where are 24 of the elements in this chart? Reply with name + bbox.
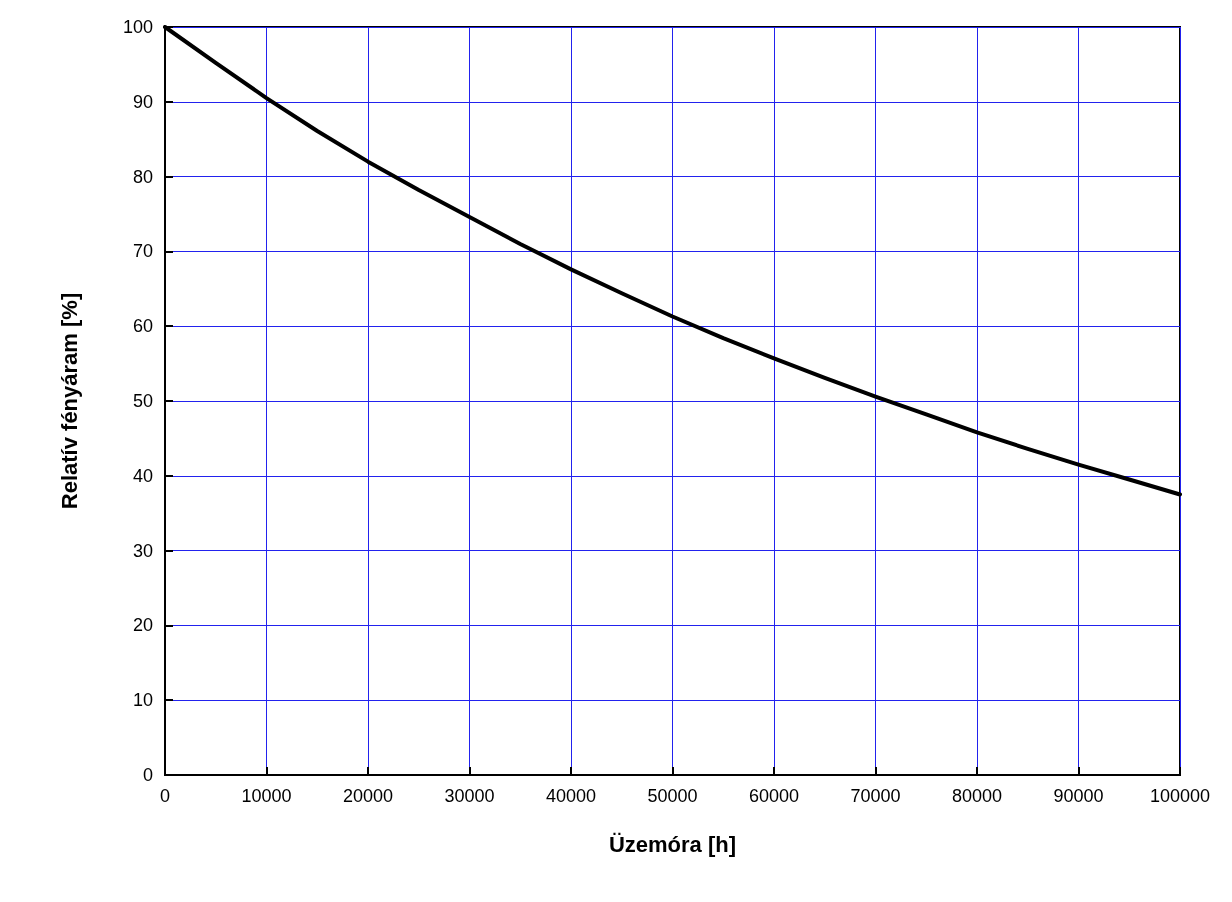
y-tick-label: 100 — [122, 17, 153, 37]
y-tick-label: 80 — [132, 166, 153, 187]
x-tick-label: 100000 — [1149, 786, 1211, 806]
x-tick-label: 60000 — [748, 786, 800, 806]
x-tick-label: 50000 — [647, 786, 698, 806]
y-axis-title: Relatív fényáram [%] — [56, 292, 82, 510]
x-tick-label: 30000 — [444, 786, 495, 806]
y-tick-label: 0 — [142, 765, 153, 785]
y-tick-label: 10 — [132, 690, 153, 711]
x-axis-title: Üzemóra [h] — [608, 831, 737, 857]
x-tick-label: 70000 — [850, 786, 901, 806]
y-tick-label: 40 — [132, 465, 153, 486]
x-tick-label: 20000 — [342, 786, 394, 806]
y-tick-label: 70 — [132, 241, 153, 262]
x-tick-label: 10000 — [241, 786, 292, 806]
y-tick-label: 20 — [132, 615, 153, 636]
x-tick-label: 0 — [159, 786, 171, 806]
x-tick-label: 90000 — [1053, 786, 1104, 806]
x-tick-label: 80000 — [951, 786, 1003, 806]
y-tick-label: 60 — [132, 316, 153, 337]
y-tick-label: 90 — [132, 91, 153, 112]
y-tick-label: 30 — [132, 540, 153, 561]
y-tick-label: 50 — [132, 391, 153, 411]
x-tick-label: 40000 — [545, 786, 597, 806]
